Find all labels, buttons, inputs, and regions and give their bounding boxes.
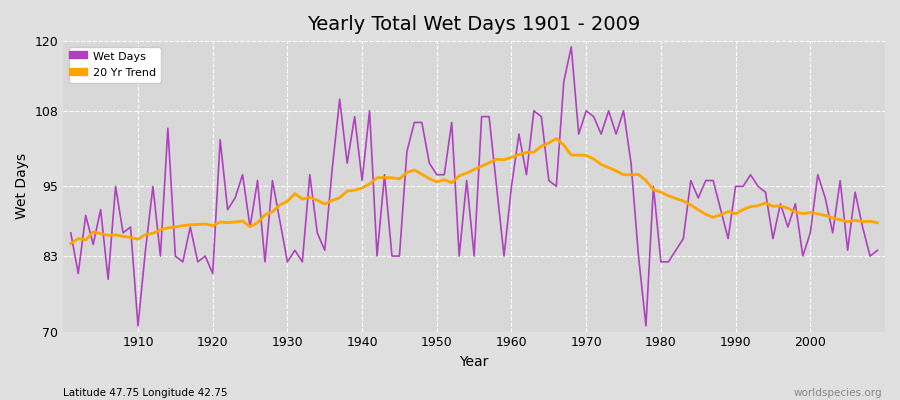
20 Yr Trend — [499, 157, 509, 162]
20 Yr Trend — [506, 155, 517, 160]
Wet Days — [342, 161, 353, 166]
Wet Days — [514, 132, 525, 136]
Wet Days — [297, 260, 308, 264]
Text: Latitude 47.75 Longitude 42.75: Latitude 47.75 Longitude 42.75 — [63, 388, 228, 398]
Text: worldspecies.org: worldspecies.org — [794, 388, 882, 398]
Wet Days — [66, 230, 77, 235]
Title: Yearly Total Wet Days 1901 - 2009: Yearly Total Wet Days 1901 - 2009 — [308, 15, 641, 34]
20 Yr Trend — [872, 220, 883, 225]
20 Yr Trend — [551, 136, 562, 141]
Wet Days — [566, 44, 577, 49]
Wet Days — [872, 248, 883, 253]
Wet Days — [611, 132, 622, 136]
20 Yr Trend — [125, 235, 136, 240]
Wet Days — [132, 323, 143, 328]
20 Yr Trend — [290, 191, 301, 196]
Wet Days — [125, 225, 136, 230]
Line: 20 Yr Trend: 20 Yr Trend — [71, 138, 878, 243]
20 Yr Trend — [334, 195, 345, 200]
20 Yr Trend — [66, 241, 77, 246]
Line: Wet Days: Wet Days — [71, 47, 878, 326]
Wet Days — [506, 184, 517, 189]
Legend: Wet Days, 20 Yr Trend: Wet Days, 20 Yr Trend — [68, 47, 161, 83]
Y-axis label: Wet Days: Wet Days — [15, 153, 29, 220]
20 Yr Trend — [603, 165, 614, 170]
X-axis label: Year: Year — [460, 355, 489, 369]
